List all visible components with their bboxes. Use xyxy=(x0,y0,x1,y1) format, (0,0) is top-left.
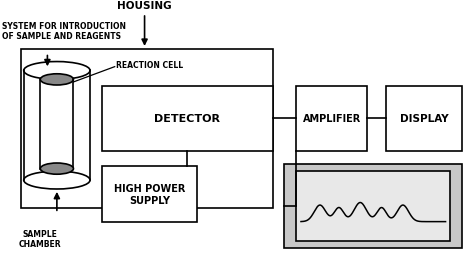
Bar xyxy=(21,50,273,208)
Text: AMPLIFIER: AMPLIFIER xyxy=(303,114,361,124)
Bar xyxy=(102,86,273,151)
Bar xyxy=(296,86,367,151)
Text: DISPLAY: DISPLAY xyxy=(400,114,448,124)
Ellipse shape xyxy=(40,74,73,86)
Text: HOUSING: HOUSING xyxy=(117,2,172,11)
Text: SAMPLE
CHAMBER: SAMPLE CHAMBER xyxy=(19,229,62,248)
Text: HIGH POWER
SUPPLY: HIGH POWER SUPPLY xyxy=(114,184,185,205)
Text: DETECTOR: DETECTOR xyxy=(154,114,220,124)
Text: SYSTEM FOR INTRODUCTION
OF SAMPLE AND REAGENTS: SYSTEM FOR INTRODUCTION OF SAMPLE AND RE… xyxy=(2,22,127,41)
Bar xyxy=(296,171,450,241)
Bar xyxy=(102,166,197,222)
Ellipse shape xyxy=(24,62,90,80)
Ellipse shape xyxy=(40,163,73,174)
Text: REACTION CELL: REACTION CELL xyxy=(116,60,183,69)
Ellipse shape xyxy=(24,171,90,189)
Bar xyxy=(284,164,462,248)
Bar xyxy=(386,86,462,151)
